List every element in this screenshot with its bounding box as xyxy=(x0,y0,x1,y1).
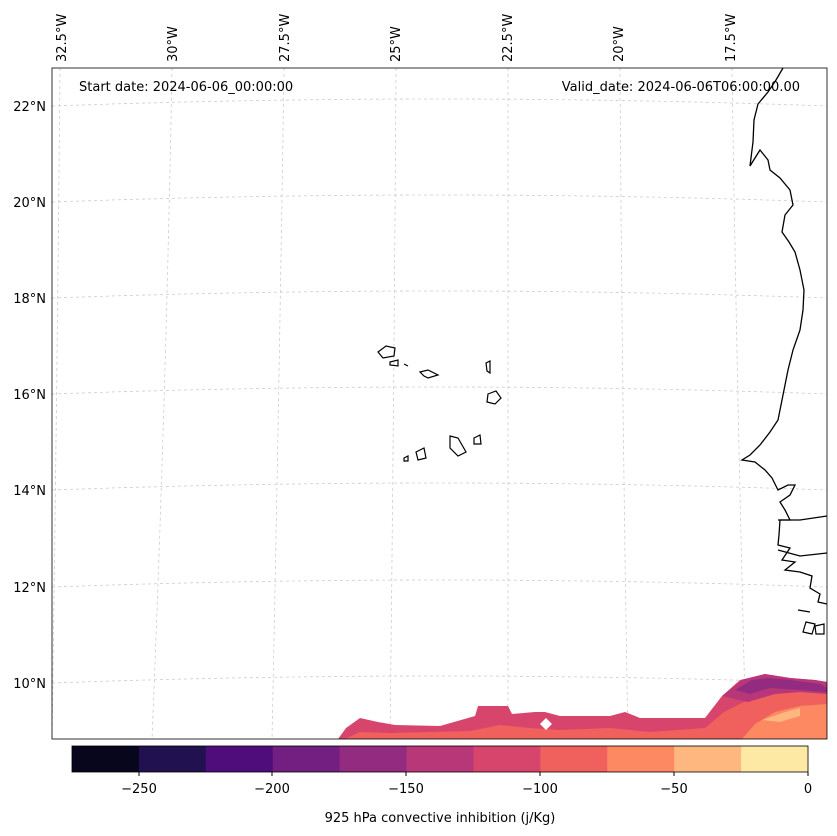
lat-tick-14n: 14°N xyxy=(13,484,46,499)
colorbar-tick-neg200: −200 xyxy=(254,772,290,797)
island-brava xyxy=(403,455,409,462)
lat-tick-12n: 12°N xyxy=(13,581,46,596)
lat-tick-10n: 10°N xyxy=(13,677,46,692)
island-sao-vicente xyxy=(389,359,399,367)
start-date-label: Start date: 2024-06-06_00:00:00 xyxy=(79,80,293,95)
colorbar-label: 925 hPa convective inhibition (j/Kg) xyxy=(325,811,556,826)
colorbar-frame xyxy=(71,745,809,773)
cin-contours xyxy=(338,674,827,739)
map-panel xyxy=(52,68,827,739)
gridline-lat-16n xyxy=(52,386,827,395)
lon-tick-17-5w: 17.5°W xyxy=(724,14,739,62)
gridline-lat-14n xyxy=(52,482,827,491)
lat-tick-22n: 22°N xyxy=(13,100,46,115)
gridline-lat-18n xyxy=(52,290,827,299)
lat-tick-labels: 22°N 20°N 18°N 16°N 14°N 12°N 10°N xyxy=(13,100,46,692)
colorbar-tick-neg50: −50 xyxy=(660,772,688,797)
gridline-lat-10n xyxy=(52,675,827,684)
colorbar-tick-label: −200 xyxy=(254,782,290,797)
africa-coastline-islands-1 xyxy=(777,515,827,635)
island-santiago xyxy=(449,435,467,457)
colorbar-tick-label: −50 xyxy=(660,782,687,797)
cape-verde-islands xyxy=(377,345,502,462)
lon-tick-22-5w: 22.5°W xyxy=(501,14,516,62)
lon-tick-labels: 32.5°W 30°W 27.5°W 25°W 22.5°W 20°W 17.5… xyxy=(55,14,739,62)
colorbar-tick-label: −100 xyxy=(522,782,558,797)
lon-tick-20w: 20°W xyxy=(612,26,627,62)
colorbar-tick-0: 0 xyxy=(804,772,812,797)
cin-contour-neg125 xyxy=(338,674,827,739)
island-santo-antao xyxy=(377,345,396,359)
colorbar-segment xyxy=(205,746,274,772)
island-sao-nicolau xyxy=(418,369,440,379)
cin-hole xyxy=(540,718,552,730)
colorbar-segment xyxy=(607,746,675,772)
colorbar-ticks: −250 −200 −150 −100 −50 0 xyxy=(121,772,812,797)
colorbar-segment xyxy=(339,746,408,772)
colorbar-tick-label: 0 xyxy=(804,782,812,797)
gridline-lat-12n xyxy=(52,579,827,588)
valid-date-label: Valid_date: 2024-06-06T06:00:00.00 xyxy=(562,80,800,95)
island-fogo xyxy=(415,447,427,461)
gridline-lat-20n xyxy=(52,194,827,203)
cin-contour-neg100 xyxy=(345,692,827,739)
colorbar-tick-neg150: −150 xyxy=(388,772,424,797)
colorbar-segment xyxy=(674,746,742,772)
colorbar-segment xyxy=(406,746,474,772)
colorbar-segment xyxy=(741,746,809,772)
lat-tick-16n: 16°N xyxy=(13,388,46,403)
colorbar-segment xyxy=(72,746,140,772)
colorbar-tick-label: −150 xyxy=(388,782,424,797)
map-frame xyxy=(51,67,828,740)
gridline-lon-17-5w xyxy=(731,68,747,739)
colorbar-tick-neg250: −250 xyxy=(121,772,157,797)
gridline-lat-22n xyxy=(52,98,827,107)
colorbar xyxy=(72,746,809,772)
colorbar-tick-neg100: −100 xyxy=(522,772,558,797)
colorbar-segment xyxy=(473,746,541,772)
island-boa-vista xyxy=(486,390,502,405)
cin-contour-neg175 xyxy=(735,678,827,694)
gridline-lon-30w xyxy=(151,68,173,739)
lon-tick-25w: 25°W xyxy=(389,26,404,62)
island-maio xyxy=(473,434,482,445)
colorbar-tick-label: −250 xyxy=(121,782,157,797)
island-sal xyxy=(485,360,491,375)
lon-tick-30w: 30°W xyxy=(166,26,181,62)
cin-contour-neg75 xyxy=(742,704,827,739)
lon-tick-32-5w: 32.5°W xyxy=(55,14,70,62)
lat-tick-18n: 18°N xyxy=(13,292,46,307)
colorbar-segment xyxy=(138,746,207,772)
cin-contour-neg50 xyxy=(762,708,800,722)
gridlines xyxy=(52,68,827,739)
colorbar-segment xyxy=(540,746,608,772)
lon-tick-27-5w: 27.5°W xyxy=(278,14,293,62)
lat-tick-20n: 20°N xyxy=(13,196,46,211)
colorbar-segment xyxy=(272,746,341,772)
island-santa-luzia xyxy=(403,363,409,367)
